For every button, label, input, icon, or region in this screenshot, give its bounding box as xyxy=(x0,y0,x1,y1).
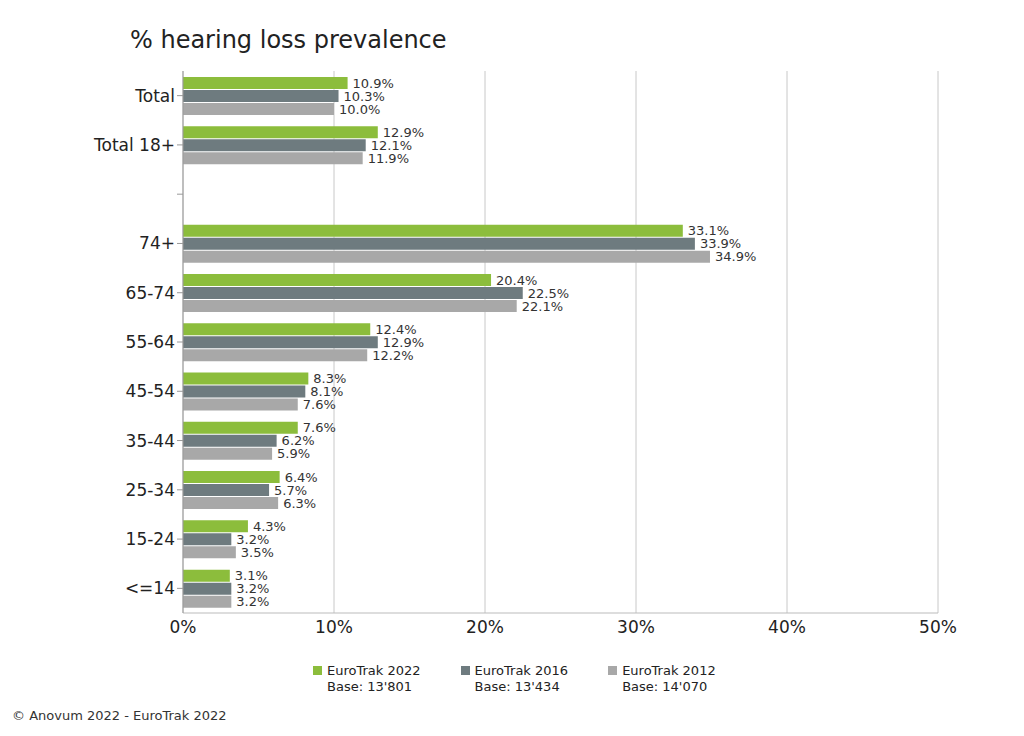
svg-text:30%: 30% xyxy=(617,617,655,637)
svg-text:11.9%: 11.9% xyxy=(368,151,409,166)
svg-text:3.2%: 3.2% xyxy=(236,532,270,547)
svg-text:5.9%: 5.9% xyxy=(277,446,310,461)
svg-text:33.1%: 33.1% xyxy=(687,223,730,239)
svg-text:55-64: 55-64 xyxy=(126,332,175,352)
svg-text:<=14: <=14 xyxy=(125,578,175,598)
html-text:% hearing loss prevalence: % hearing loss prevalence xyxy=(130,26,447,54)
svg-text:10%: 10% xyxy=(315,617,353,637)
svg-text:10.3%: 10.3% xyxy=(343,88,385,104)
svg-text:22.5%: 22.5% xyxy=(527,285,570,301)
svg-text:3.5%: 3.5% xyxy=(241,545,274,560)
svg-text:3.1%: 3.1% xyxy=(234,568,268,584)
svg-text:35-44: 35-44 xyxy=(126,431,175,451)
svg-text:12.2%: 12.2% xyxy=(372,348,413,363)
html-text:EuroTrak 2016 Base: 13'434: EuroTrak 2016 Base: 13'434 xyxy=(474,663,569,694)
svg-text:33.9%: 33.9% xyxy=(699,236,742,252)
svg-text:8.3%: 8.3% xyxy=(313,371,347,387)
svg-text:10.0%: 10.0% xyxy=(339,102,380,117)
svg-text:74+: 74+ xyxy=(139,233,175,253)
svg-text:Total: Total xyxy=(134,86,175,106)
svg-text:7.6%: 7.6% xyxy=(302,420,336,436)
html-text:EuroTrak 2022 Base: 13'801: EuroTrak 2022 Base: 13'801 xyxy=(327,663,421,694)
svg-text:8.1%: 8.1% xyxy=(310,384,344,400)
svg-text:50%: 50% xyxy=(919,617,957,637)
svg-text:12.9%: 12.9% xyxy=(382,334,425,350)
svg-text:3.2%: 3.2% xyxy=(236,594,269,609)
svg-text:12.4%: 12.4% xyxy=(375,321,417,337)
svg-text:3.2%: 3.2% xyxy=(236,581,270,597)
svg-text:20%: 20% xyxy=(466,617,504,637)
svg-text:6.2%: 6.2% xyxy=(281,433,315,449)
svg-text:20.4%: 20.4% xyxy=(496,272,538,288)
html-text:© Anovum 2022 - EuroTrak 2022: © Anovum 2022 - EuroTrak 2022 xyxy=(12,708,227,723)
svg-text:5.7%: 5.7% xyxy=(274,482,308,498)
svg-text:22.1%: 22.1% xyxy=(522,299,563,314)
svg-text:40%: 40% xyxy=(768,617,806,637)
html-text:EuroTrak 2012 Base: 14'070: EuroTrak 2012 Base: 14'070 xyxy=(622,663,716,694)
svg-text:10.9%: 10.9% xyxy=(352,75,394,91)
svg-text:15-24: 15-24 xyxy=(126,529,175,549)
svg-text:6.4%: 6.4% xyxy=(284,469,318,485)
svg-text:Total 18+: Total 18+ xyxy=(93,135,175,155)
svg-text:45-54: 45-54 xyxy=(126,381,175,401)
svg-text:25-34: 25-34 xyxy=(126,480,175,500)
svg-text:7.6%: 7.6% xyxy=(303,397,336,412)
svg-text:34.9%: 34.9% xyxy=(715,249,756,264)
svg-text:0%: 0% xyxy=(170,617,197,637)
svg-text:4.3%: 4.3% xyxy=(252,519,286,534)
svg-text:65-74: 65-74 xyxy=(126,283,175,303)
svg-text:12.9%: 12.9% xyxy=(382,124,425,140)
svg-text:12.1%: 12.1% xyxy=(370,137,412,153)
svg-text:6.3%: 6.3% xyxy=(283,496,316,511)
